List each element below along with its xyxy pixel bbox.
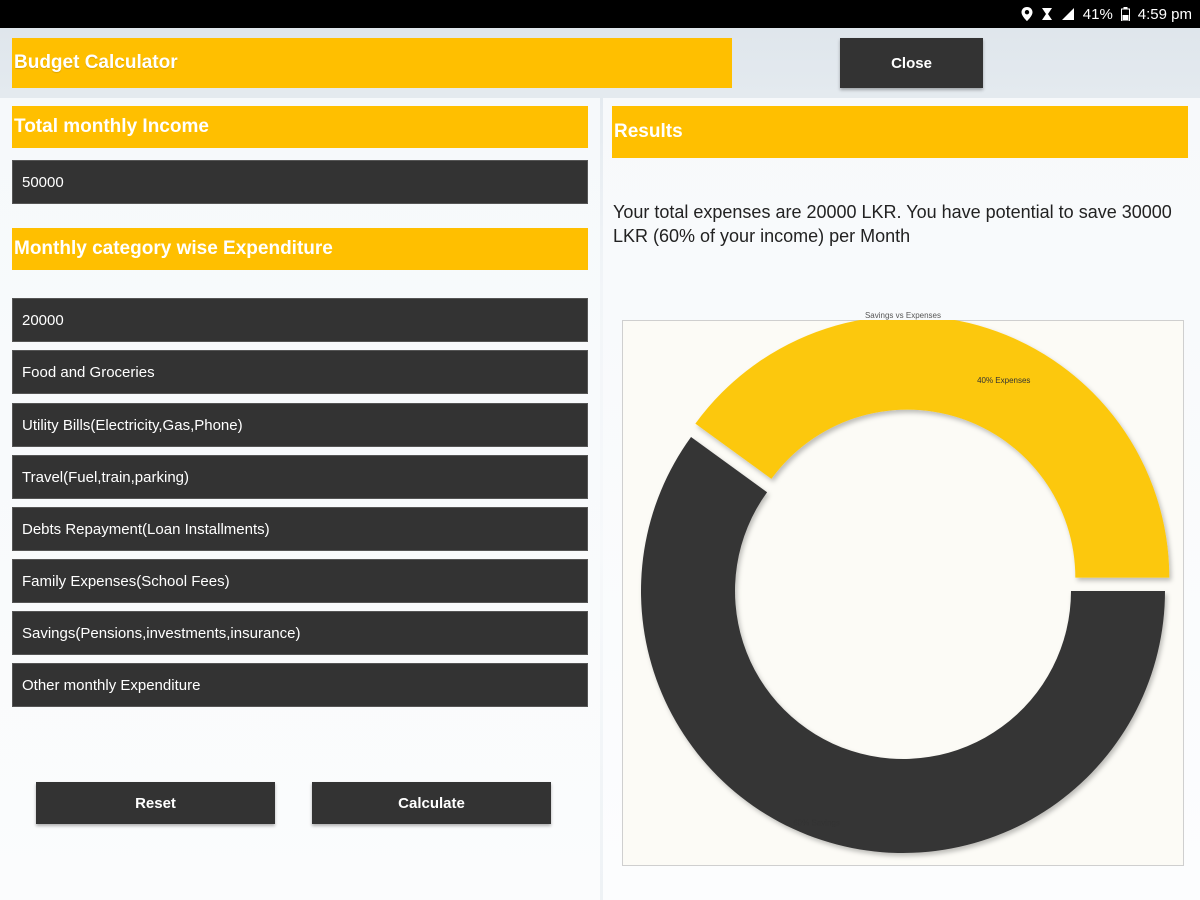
slice-label-savings: 60% Savings xyxy=(793,818,840,827)
results-summary: Your total expenses are 20000 LKR. You h… xyxy=(613,202,1172,246)
expense-field-other[interactable]: Other monthly Expenditure xyxy=(12,663,588,707)
donut-chart: 40% Expenses 60% Savings xyxy=(640,320,1170,854)
app-title: Budget Calculator xyxy=(12,38,732,88)
battery-percent: 41% xyxy=(1082,5,1113,23)
slice-expenses xyxy=(695,320,1170,578)
expense-field-food[interactable]: Food and Groceries xyxy=(12,350,588,394)
results-heading: Results xyxy=(612,106,1188,158)
reset-button[interactable]: Reset xyxy=(36,782,275,824)
expense-field-total[interactable]: 20000 xyxy=(12,298,588,342)
expense-field-family[interactable]: Family Expenses(School Fees) xyxy=(12,559,588,603)
expense-field-debts[interactable]: Debts Repayment(Loan Installments) xyxy=(12,507,588,551)
input-panel xyxy=(0,98,600,900)
close-button[interactable]: Close xyxy=(840,38,983,88)
clock-time: 4:59 pm xyxy=(1137,5,1192,23)
expense-field-savings[interactable]: Savings(Pensions,investments,insurance) xyxy=(12,611,588,655)
battery-icon xyxy=(1120,7,1130,21)
signal-icon xyxy=(1061,7,1075,21)
alarm-icon xyxy=(1041,7,1053,21)
status-bar: 41% 4:59 pm xyxy=(0,0,1200,28)
slice-label-expenses: 40% Expenses xyxy=(977,376,1030,385)
location-icon xyxy=(1021,7,1033,21)
income-input[interactable]: 50000 xyxy=(12,160,588,204)
calculate-button[interactable]: Calculate xyxy=(312,782,551,824)
expenditure-heading: Monthly category wise Expenditure xyxy=(12,228,588,270)
expense-field-utility[interactable]: Utility Bills(Electricity,Gas,Phone) xyxy=(12,403,588,447)
expense-field-travel[interactable]: Travel(Fuel,train,parking) xyxy=(12,455,588,499)
slice-savings xyxy=(640,437,1165,854)
chart-title: Savings vs Expenses xyxy=(864,311,942,320)
income-heading: Total monthly Income xyxy=(12,106,588,148)
